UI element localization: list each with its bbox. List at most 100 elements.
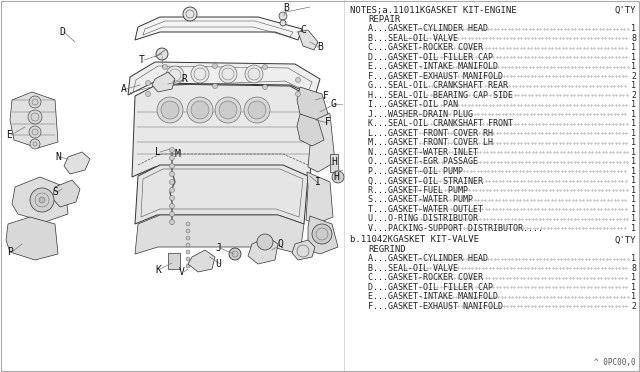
Text: 1: 1 (631, 254, 636, 263)
Polygon shape (135, 17, 302, 40)
Circle shape (30, 139, 40, 149)
Text: REGRIND: REGRIND (368, 245, 406, 254)
Circle shape (161, 101, 179, 119)
Circle shape (219, 101, 237, 119)
Text: D...GASKET-OIL FILLER CAP: D...GASKET-OIL FILLER CAP (368, 53, 493, 62)
Circle shape (163, 84, 168, 90)
Circle shape (186, 257, 190, 261)
Polygon shape (135, 215, 304, 254)
Circle shape (156, 48, 168, 60)
Text: 1: 1 (631, 176, 636, 186)
Polygon shape (135, 165, 308, 224)
Polygon shape (305, 102, 335, 172)
Circle shape (229, 248, 241, 260)
Circle shape (29, 126, 41, 138)
Text: 1: 1 (631, 148, 636, 157)
Circle shape (170, 212, 175, 217)
Circle shape (170, 164, 175, 169)
Polygon shape (306, 172, 333, 224)
Text: B...SEAL-OIL VALVE: B...SEAL-OIL VALVE (368, 264, 458, 273)
Text: 1: 1 (631, 138, 636, 147)
Circle shape (191, 65, 209, 83)
Text: P...GASKET-OIL PUMP: P...GASKET-OIL PUMP (368, 167, 463, 176)
Polygon shape (152, 72, 175, 92)
Text: L: L (155, 147, 161, 157)
Bar (168, 253, 180, 269)
Text: Q'TY: Q'TY (614, 235, 636, 244)
Circle shape (28, 110, 42, 124)
Text: E: E (6, 130, 12, 140)
Circle shape (29, 96, 41, 108)
Text: N: N (55, 152, 61, 162)
Text: M: M (175, 149, 181, 159)
Polygon shape (292, 240, 315, 260)
Circle shape (279, 12, 287, 20)
Polygon shape (248, 237, 278, 264)
Circle shape (170, 171, 175, 176)
Polygon shape (308, 216, 338, 254)
Text: A...GASKET-CYLINDER HEAD: A...GASKET-CYLINDER HEAD (368, 254, 488, 263)
Circle shape (262, 64, 268, 70)
Text: Q'TY: Q'TY (614, 6, 636, 15)
Polygon shape (298, 30, 318, 50)
Text: 1: 1 (631, 224, 636, 233)
Text: C...GASKET-ROCKER COVER: C...GASKET-ROCKER COVER (368, 273, 483, 282)
Text: B...SEAL-OIL VALVE: B...SEAL-OIL VALVE (368, 34, 458, 43)
Text: G...SEAL-OIL CRANKSHAFT REAR: G...SEAL-OIL CRANKSHAFT REAR (368, 81, 508, 90)
Circle shape (248, 101, 266, 119)
Circle shape (157, 97, 183, 123)
Text: I...GASKET-OIL PAN: I...GASKET-OIL PAN (368, 100, 458, 109)
Text: M...GASKET FRONT COVER LH: M...GASKET FRONT COVER LH (368, 138, 493, 147)
Text: 2: 2 (631, 72, 636, 81)
Circle shape (296, 77, 301, 83)
Text: I: I (315, 177, 321, 187)
Circle shape (166, 66, 184, 84)
Polygon shape (12, 177, 68, 222)
Text: 1: 1 (631, 195, 636, 205)
Text: R...GASKET-FUEL PUMP: R...GASKET-FUEL PUMP (368, 186, 468, 195)
Circle shape (170, 148, 175, 153)
Circle shape (183, 7, 197, 21)
Text: 1: 1 (631, 81, 636, 90)
Polygon shape (128, 62, 320, 96)
Polygon shape (64, 152, 90, 174)
Text: A: A (121, 84, 127, 94)
Text: V: V (179, 267, 185, 277)
Text: 1: 1 (631, 119, 636, 128)
Bar (330, 154, 338, 172)
Circle shape (187, 97, 213, 123)
Circle shape (145, 92, 150, 96)
Text: D...GASKET-OIL FILLER CAP: D...GASKET-OIL FILLER CAP (368, 283, 493, 292)
Text: F...GASKET-EXHAUST MANIFOLD: F...GASKET-EXHAUST MANIFOLD (368, 72, 503, 81)
Text: 1: 1 (631, 205, 636, 214)
Text: E...GASKET-INTAKE MANIFOLD: E...GASKET-INTAKE MANIFOLD (368, 292, 498, 301)
Text: E...GASKET-INTAKE MANIFOLD: E...GASKET-INTAKE MANIFOLD (368, 62, 498, 71)
Circle shape (191, 101, 209, 119)
Text: 1: 1 (631, 53, 636, 62)
Text: C...GASKET-ROCKER COVER: C...GASKET-ROCKER COVER (368, 44, 483, 52)
Text: Q: Q (277, 239, 283, 249)
Circle shape (39, 197, 45, 203)
Circle shape (280, 20, 286, 26)
Circle shape (296, 92, 301, 96)
Circle shape (215, 97, 241, 123)
Text: J...WASHER-DRAIN PLUG: J...WASHER-DRAIN PLUG (368, 110, 473, 119)
Polygon shape (10, 92, 58, 148)
Text: B: B (317, 42, 323, 52)
Circle shape (186, 222, 190, 226)
Text: F: F (325, 117, 331, 127)
Text: K...SEAL-OIL CRANKSHAFT FRONT: K...SEAL-OIL CRANKSHAFT FRONT (368, 119, 513, 128)
Text: 1: 1 (631, 25, 636, 33)
Circle shape (262, 84, 268, 90)
Circle shape (170, 203, 175, 208)
Text: 1: 1 (631, 110, 636, 119)
Circle shape (170, 187, 175, 192)
Circle shape (244, 97, 270, 123)
Polygon shape (6, 217, 58, 260)
Text: 1: 1 (631, 186, 636, 195)
Text: F...GASKET-EXHAUST NANIFOLD: F...GASKET-EXHAUST NANIFOLD (368, 302, 503, 311)
Text: T...GASKET-WATER OUTLET: T...GASKET-WATER OUTLET (368, 205, 483, 214)
Circle shape (312, 224, 332, 244)
Text: H: H (331, 157, 337, 167)
Text: S: S (52, 187, 58, 197)
